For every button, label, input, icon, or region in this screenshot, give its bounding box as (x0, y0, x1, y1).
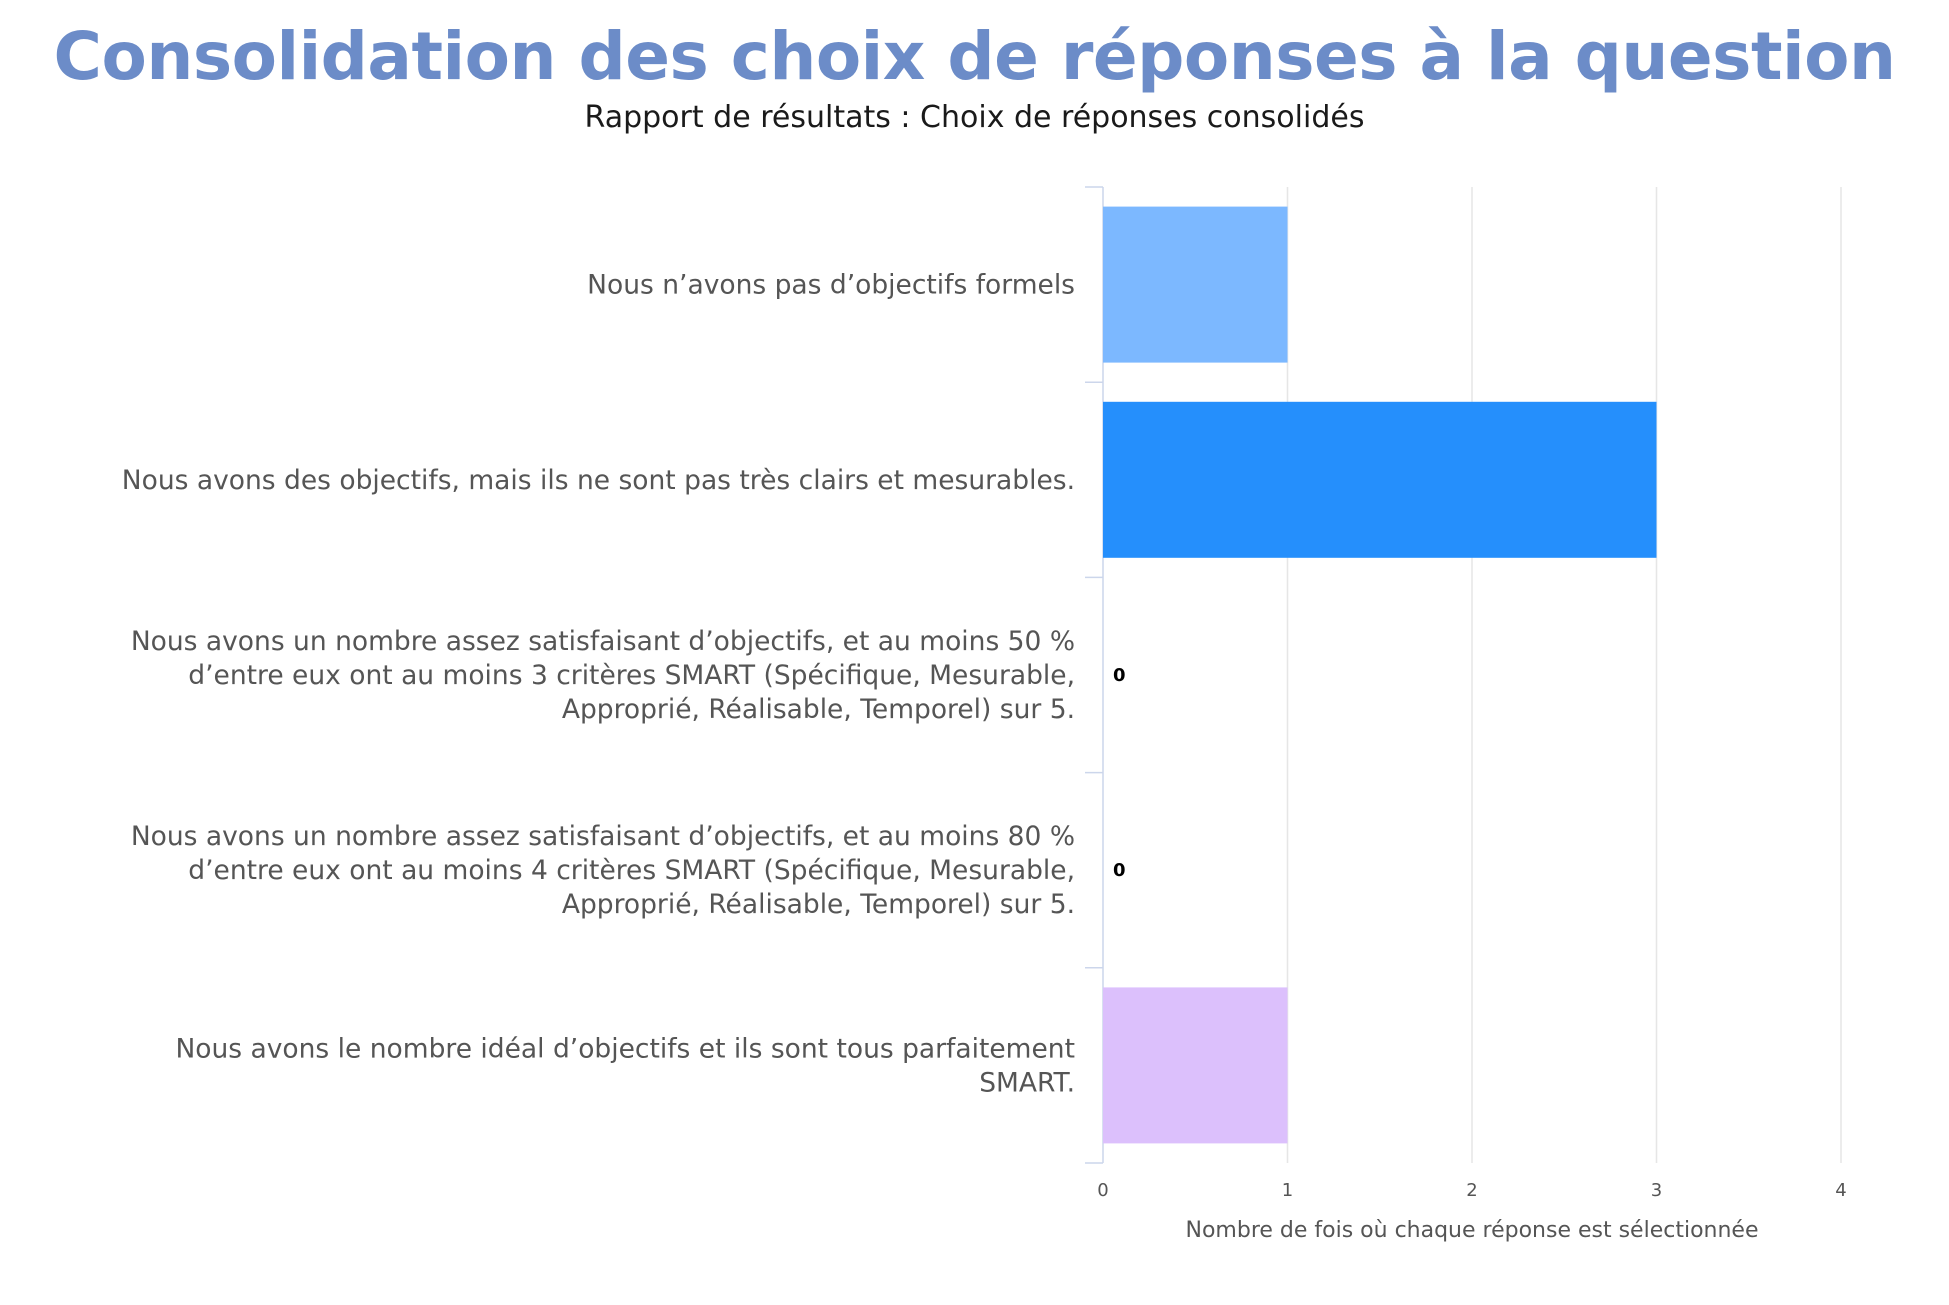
chart-subtitle: Rapport de résultats : Choix de réponses… (584, 100, 1365, 135)
category-label: Nous n’avons pas d’objectifs formels (587, 270, 1075, 301)
category-label: Approprié, Réalisable, Temporel) sur 5. (562, 694, 1075, 725)
category-label: Nous avons un nombre assez satisfaisant … (131, 626, 1075, 657)
category-label: d’entre eux ont au moins 3 critères SMAR… (188, 660, 1075, 691)
x-tick-label: 4 (1835, 1180, 1846, 1201)
x-tick-label: 1 (1282, 1180, 1293, 1201)
x-axis-title: Nombre de fois où chaque réponse est sél… (1186, 1218, 1759, 1243)
data-label: 0 (1113, 860, 1126, 881)
x-tick-label: 0 (1097, 1180, 1108, 1201)
x-tick-label: 2 (1466, 1180, 1477, 1201)
x-tick-label: 3 (1651, 1180, 1662, 1201)
category-label: d’entre eux ont au moins 4 critères SMAR… (188, 855, 1075, 886)
category-label: SMART. (979, 1067, 1075, 1098)
data-label: 0 (1113, 665, 1126, 686)
bar (1103, 206, 1288, 363)
bar (1103, 987, 1288, 1144)
chart-title: Consolidation des choix de réponses à la… (53, 18, 1896, 95)
category-label: Approprié, Réalisable, Temporel) sur 5. (562, 889, 1075, 920)
bar (1103, 401, 1657, 558)
category-label: Nous avons un nombre assez satisfaisant … (131, 821, 1075, 852)
category-label: Nous avons des objectifs, mais ils ne so… (122, 465, 1075, 496)
category-label: Nous avons le nombre idéal d’objectifs e… (175, 1033, 1075, 1064)
